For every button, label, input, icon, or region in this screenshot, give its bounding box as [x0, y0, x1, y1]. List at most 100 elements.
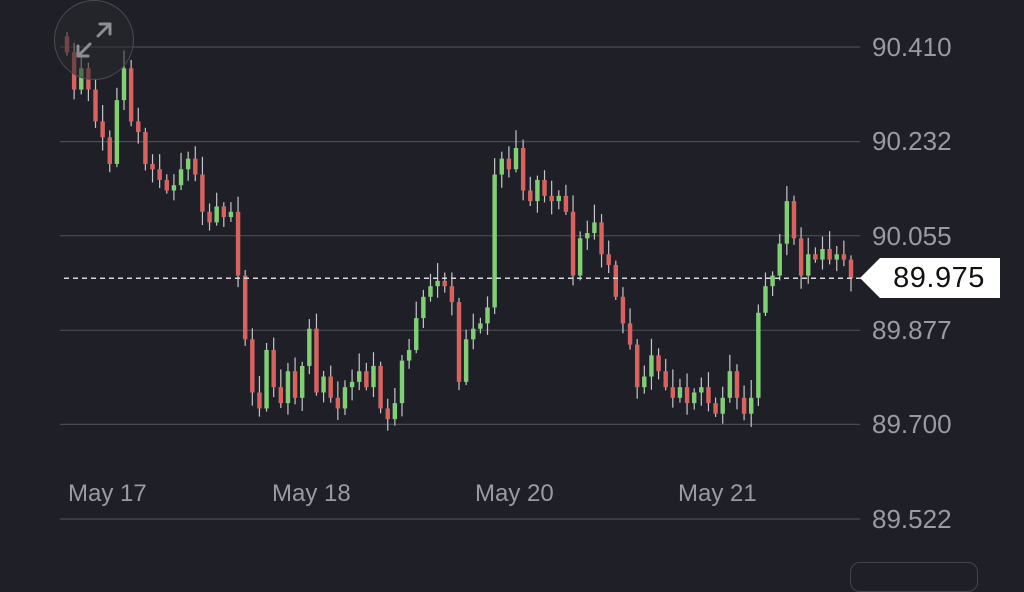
- date-axis: May 17 May 18 May 20 May 21: [68, 480, 757, 507]
- candle-body: [770, 275, 775, 287]
- candle-body: [492, 174, 497, 308]
- candle-body: [585, 233, 590, 239]
- date-tick-label: May 17: [68, 480, 147, 507]
- date-tick-label: May 20: [475, 480, 554, 507]
- candle-body: [749, 397, 754, 414]
- candle-body: [406, 349, 412, 361]
- candle-body: [677, 387, 683, 398]
- candle-body: [392, 403, 398, 420]
- candle-body: [335, 397, 341, 409]
- candle-body: [699, 387, 704, 393]
- candle-body: [449, 286, 455, 303]
- candle-body: [656, 355, 661, 372]
- candle-body: [834, 254, 839, 260]
- candle-body: [577, 238, 583, 276]
- candle-body: [649, 355, 654, 377]
- candle-body: [684, 387, 690, 404]
- candle-body: [791, 201, 797, 239]
- candle-body: [763, 286, 768, 313]
- candle-body: [271, 349, 276, 388]
- candle-body: [299, 365, 305, 398]
- candle-body: [150, 163, 155, 170]
- candle-body: [121, 68, 127, 101]
- price-tick-label: 89.700: [872, 409, 952, 439]
- candle-body: [549, 195, 554, 202]
- price-tick-label: 89.877: [872, 315, 952, 345]
- candle-body: [328, 376, 333, 398]
- bottom-control[interactable]: [850, 562, 978, 592]
- candle-body: [513, 147, 519, 170]
- expand-chart-button[interactable]: [54, 0, 134, 80]
- candle-body: [114, 100, 120, 164]
- candle-body: [136, 121, 141, 133]
- date-tick-label: May 21: [678, 480, 757, 507]
- candle-body: [606, 254, 611, 265]
- candle-body: [278, 387, 284, 404]
- candle-body: [221, 206, 227, 218]
- candle-body: [171, 185, 177, 191]
- candle-body: [200, 174, 205, 212]
- candle-body: [563, 195, 569, 212]
- candle-body: [321, 376, 326, 393]
- candle-body: [378, 365, 383, 409]
- candlestick-chart: 90.410 90.232 90.055 89.877 89.700 89.52…: [60, 32, 952, 534]
- candle-body: [342, 387, 348, 409]
- candle-body: [499, 158, 504, 175]
- candle-body: [285, 371, 291, 404]
- candle-body: [841, 254, 847, 260]
- candle-body: [813, 254, 818, 260]
- candle-body: [371, 365, 376, 388]
- candle-body: [207, 211, 212, 223]
- candle-body: [478, 323, 483, 329]
- candle-body: [627, 323, 633, 345]
- candle-body: [264, 349, 269, 409]
- candle-body: [314, 328, 319, 393]
- price-tick-label: 89.522: [872, 504, 952, 534]
- candle-body: [79, 68, 84, 90]
- candle-body: [257, 392, 262, 409]
- candle-body: [528, 190, 533, 202]
- candle-body: [777, 243, 782, 276]
- candle-body: [463, 339, 469, 382]
- candle-body: [349, 381, 355, 388]
- candle-body: [93, 89, 98, 122]
- candle-body: [713, 403, 718, 414]
- candle-body: [357, 371, 362, 382]
- candle-body: [364, 371, 369, 388]
- candle-body: [642, 376, 647, 388]
- candle-body: [307, 328, 312, 366]
- candle-body: [506, 158, 512, 170]
- candle-body: [727, 371, 733, 398]
- candle-body: [592, 222, 597, 234]
- candle-body: [620, 296, 626, 324]
- current-price-value: 89.975: [893, 262, 985, 294]
- candle-body: [228, 211, 234, 218]
- grid-lines: [60, 46, 860, 520]
- price-axis: 90.410 90.232 90.055 89.877 89.700 89.52…: [872, 32, 952, 534]
- candle-body: [143, 132, 148, 164]
- candle-body: [399, 360, 405, 404]
- candle-body: [663, 371, 668, 388]
- price-tick-label: 90.232: [872, 126, 952, 156]
- candle-body: [385, 408, 390, 420]
- candle-body: [691, 392, 697, 404]
- candle-body: [741, 397, 747, 414]
- candle-body: [456, 302, 462, 382]
- candle-body: [570, 211, 576, 276]
- candle-body: [734, 371, 740, 398]
- candle-body: [185, 158, 191, 170]
- candle-body: [706, 387, 711, 404]
- candle-body: [599, 222, 604, 255]
- candle-body: [520, 147, 526, 191]
- candle-body: [128, 68, 134, 122]
- expand-icon: [76, 22, 112, 58]
- candle-body: [556, 195, 561, 202]
- candle-body: [100, 121, 105, 138]
- candle-body: [428, 286, 433, 297]
- candle-body: [485, 307, 490, 324]
- date-tick-label: May 18: [272, 480, 351, 507]
- candle-body: [670, 387, 676, 398]
- candle-body: [235, 211, 241, 276]
- candle-body: [535, 179, 540, 202]
- candle-body: [250, 339, 255, 393]
